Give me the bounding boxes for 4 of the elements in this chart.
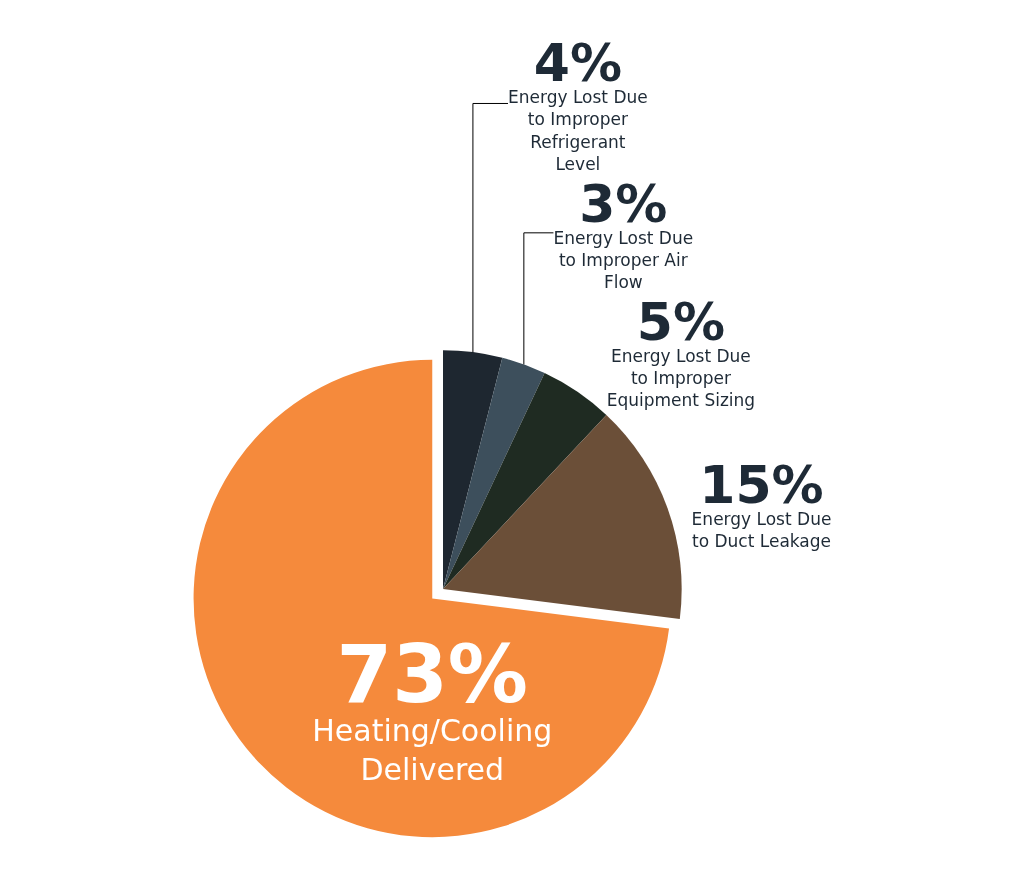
slice-label: Energy Lost Due to Improper Equipment Sizing [606, 346, 756, 411]
slice-label: Heating/Cooling Delivered [312, 713, 553, 788]
slice-label: Energy Lost Due to Improper Air Flow [553, 227, 694, 292]
slice-label: Energy Lost Due to Duct Leakage [691, 508, 832, 551]
